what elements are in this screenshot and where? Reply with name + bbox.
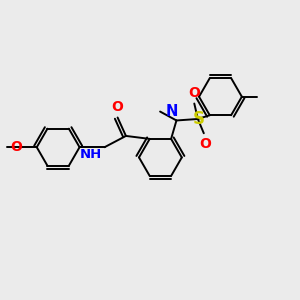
Text: O: O [188, 86, 200, 100]
Text: O: O [112, 100, 124, 114]
Text: NH: NH [80, 148, 102, 161]
Text: O: O [199, 137, 211, 151]
Text: S: S [192, 110, 204, 128]
Text: N: N [166, 104, 178, 119]
Text: O: O [11, 140, 22, 154]
